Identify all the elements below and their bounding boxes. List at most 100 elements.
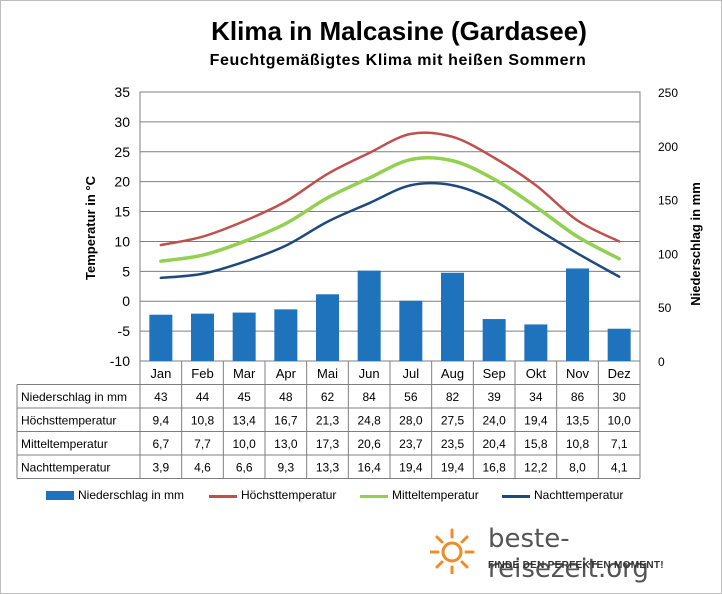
x-category-label: Jan <box>150 366 171 381</box>
max-temp-line <box>159 131 621 247</box>
table-cell: 3,9 <box>152 461 169 475</box>
table-cell: 13,3 <box>316 461 340 475</box>
plot-area <box>139 91 641 362</box>
table-cell: 9,3 <box>277 461 294 475</box>
table-cell: 23,5 <box>441 437 465 451</box>
legend-swatch-night-temp <box>502 495 530 498</box>
y-left-tick-label: 30 <box>114 114 130 130</box>
x-category-label: Apr <box>276 366 297 381</box>
x-category-label: Okt <box>526 366 547 381</box>
y-right-tick-label: 250 <box>658 86 678 100</box>
precipitation-bar <box>607 328 631 361</box>
table-cell: 86 <box>571 390 585 404</box>
table-cell: 13,0 <box>274 437 298 451</box>
table-cell: 21,3 <box>316 414 340 428</box>
x-category-label: Jul <box>403 366 420 381</box>
precipitation-bar <box>232 312 256 361</box>
x-category-label: Feb <box>191 366 213 381</box>
y-right-tick-label: 0 <box>658 355 665 369</box>
table-cell: 82 <box>446 390 460 404</box>
y-left-tick-label: 35 <box>114 84 130 100</box>
table-cell: 7,1 <box>611 437 628 451</box>
precipitation-bar <box>316 294 339 361</box>
table-cell: 10,0 <box>232 437 256 451</box>
table-cell: 19,4 <box>399 461 423 475</box>
table-cell: 62 <box>321 390 335 404</box>
y-left-tick-label: 5 <box>122 263 130 279</box>
x-category-label: Mai <box>317 366 338 381</box>
table-cell: 23,7 <box>399 437 423 451</box>
precipitation-bar <box>399 300 423 361</box>
table-cell: 84 <box>362 390 376 404</box>
mean-temp-line <box>159 156 621 263</box>
precipitation-bar <box>357 270 381 361</box>
y-left-tick-label: -5 <box>118 323 131 339</box>
table-cell: 45 <box>237 390 251 404</box>
x-category-label: Mar <box>233 366 256 381</box>
table-cell: 12,2 <box>524 461 548 475</box>
table-cell: 15,8 <box>524 437 548 451</box>
y-right-axis-label: Niederschlag in mm <box>688 182 703 306</box>
table-cell: 28,0 <box>399 414 423 428</box>
table-cell: 44 <box>196 390 210 404</box>
legend-label-night-temp: Nachttemperatur <box>534 488 624 502</box>
precipitation-bar <box>274 309 298 361</box>
table-cell: 56 <box>404 390 418 404</box>
precipitation-bar <box>191 313 214 361</box>
table-cell: 17,3 <box>316 437 340 451</box>
y-left-tick-label: -10 <box>110 353 130 369</box>
y-right-tick-label: 200 <box>658 140 678 154</box>
x-category-label: Dez <box>608 366 631 381</box>
table-cell: 6,7 <box>152 437 169 451</box>
table-cell: 20,4 <box>482 437 506 451</box>
table-cell: 43 <box>154 390 168 404</box>
table-row-label: Niederschlag in mm <box>21 390 127 404</box>
legend-label-max-temp: Höchsttemperatur <box>241 488 337 502</box>
table-row-label: Nachttemperatur <box>21 461 110 475</box>
table-cell: 7,7 <box>194 437 211 451</box>
y-left-tick-label: 25 <box>114 144 130 160</box>
table-cell: 10,8 <box>191 414 215 428</box>
sun-icon <box>430 528 475 574</box>
table-cell: 30 <box>612 390 626 404</box>
legend-swatch-precipitation <box>46 491 74 500</box>
precipitation-bar <box>524 324 548 361</box>
y-right-tick-label: 50 <box>658 301 672 315</box>
legend-swatch-mean-temp <box>360 495 388 498</box>
table-cell: 4,6 <box>194 461 211 475</box>
chart-subtitle: Feuchtgemäßigtes Klima mit heißen Sommer… <box>209 52 587 69</box>
table-cell: 27,5 <box>441 414 465 428</box>
precipitation-bar <box>482 319 506 361</box>
table-cell: 34 <box>529 390 543 404</box>
table-cell: 13,4 <box>232 414 256 428</box>
table-cell: 16,8 <box>482 461 506 475</box>
y-left-tick-label: 0 <box>122 293 130 309</box>
precipitation-bar <box>149 314 173 361</box>
precipitation-bar <box>441 272 464 361</box>
legend-swatch-max-temp <box>209 495 237 498</box>
table-row-label: Höchsttemperatur <box>21 414 116 428</box>
table-cell: 39 <box>487 390 501 404</box>
precipitation-bar <box>566 268 589 361</box>
night-temp-line <box>159 181 621 280</box>
table-cell: 20,6 <box>357 437 381 451</box>
table-cell: 10,0 <box>607 414 631 428</box>
y-left-tick-label: 15 <box>114 204 130 220</box>
table-cell: 4,1 <box>611 461 628 475</box>
y-left-tick-label: 10 <box>114 233 130 249</box>
legend-label-precipitation: Niederschlag in mm <box>78 488 185 502</box>
logo-text[interactable]: beste-reisezeit.org <box>488 524 649 584</box>
x-category-label: Jun <box>359 366 380 381</box>
logo-slogan: FINDE DEN PERFEKTEN MOMENT! <box>488 560 664 571</box>
x-category-label: Aug <box>441 366 464 381</box>
table-cell: 16,7 <box>274 414 298 428</box>
table-cell: 10,8 <box>566 437 590 451</box>
table-cell: 19,4 <box>524 414 548 428</box>
table-cell: 16,4 <box>357 461 381 475</box>
y-right-tick-label: 150 <box>658 194 678 208</box>
legend-label-mean-temp: Mitteltemperatur <box>392 488 479 502</box>
y-left-tick-label: 20 <box>114 174 130 190</box>
y-right-tick-label: 100 <box>658 247 678 261</box>
table-cell: 24,0 <box>482 414 506 428</box>
